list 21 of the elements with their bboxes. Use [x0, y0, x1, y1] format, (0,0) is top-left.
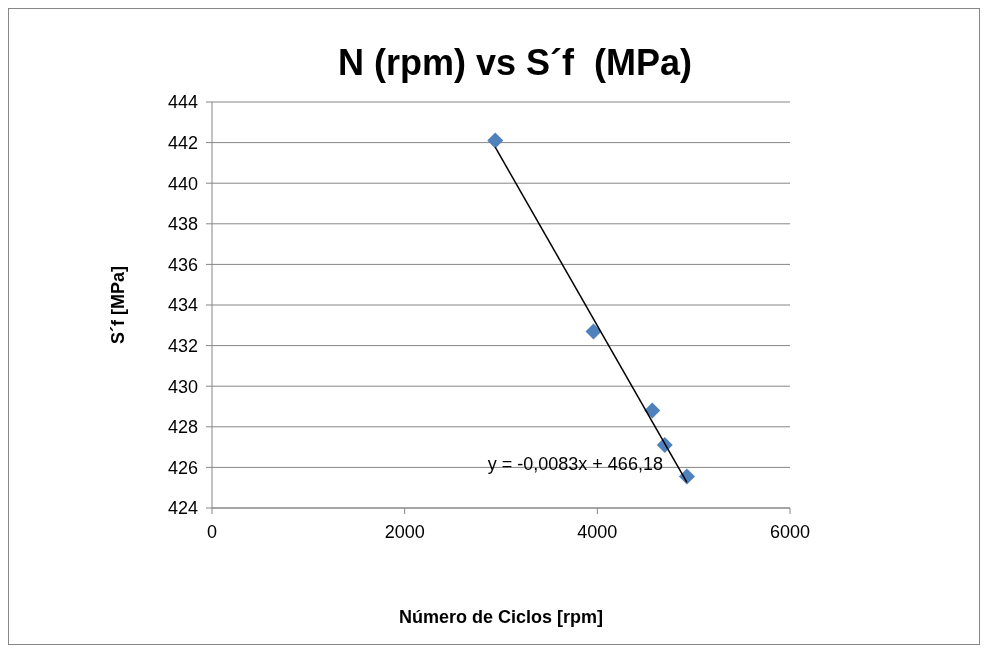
y-tick-label: 442 — [167, 132, 198, 153]
point — [585, 323, 602, 340]
x-tick-label: 0 — [206, 522, 218, 542]
y-tick-label: 430 — [167, 376, 198, 397]
y-tick-label: 440 — [167, 173, 198, 194]
x-tick-label: 6000 — [769, 522, 811, 542]
chart-title: N (rpm) vs S´f (MPa) — [337, 42, 693, 83]
y-tick-label: 426 — [167, 457, 198, 478]
x-tick-label: 2000 — [384, 522, 425, 542]
annotation: y = -0,0083x + 466,18 — [487, 454, 663, 475]
y-axis-title: S´f [MPa] — [108, 266, 128, 344]
y-tick-label: 444 — [167, 92, 198, 113]
y-tick-label: 432 — [167, 335, 198, 356]
y-tick-label: 428 — [167, 417, 198, 438]
x-tick-label: 4000 — [577, 522, 618, 542]
point — [487, 132, 504, 149]
y-tick-label: 424 — [167, 498, 198, 519]
y-tick-label: 436 — [167, 254, 198, 275]
x-axis-title: Número de Ciclos [rpm] — [398, 607, 604, 627]
y-tick-label: 438 — [167, 214, 198, 235]
y-tick-label: 434 — [167, 295, 198, 316]
